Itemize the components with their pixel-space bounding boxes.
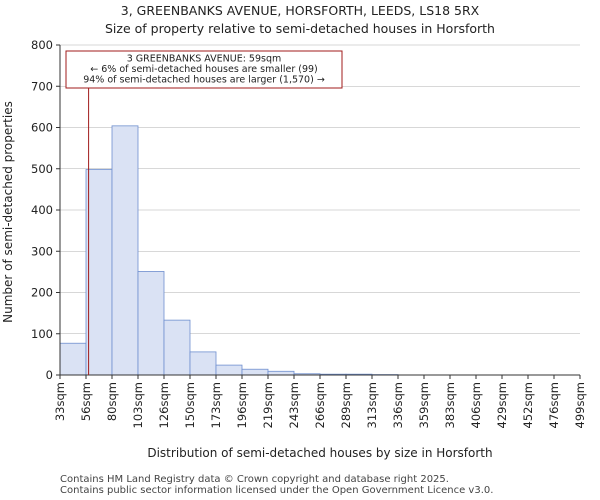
y-tick-label: 0 bbox=[46, 368, 53, 382]
annotation-line-2: ← 6% of semi-detached houses are smaller… bbox=[90, 64, 318, 75]
x-tick-label: 289sqm bbox=[339, 382, 353, 428]
footer-licence: Contains public sector information licen… bbox=[60, 485, 494, 496]
annotation-box: 3 GREENBANKS AVENUE: 59sqm ← 6% of semi-… bbox=[65, 50, 343, 89]
y-axis-label: Number of semi-detached properties bbox=[1, 101, 15, 323]
x-tick-label: 80sqm bbox=[105, 382, 119, 421]
y-tick-label: 100 bbox=[31, 327, 53, 341]
x-tick-label: 406sqm bbox=[469, 382, 483, 428]
y-tick-label: 600 bbox=[31, 121, 53, 135]
histogram-bar bbox=[163, 319, 191, 376]
y-tick-label: 700 bbox=[31, 79, 53, 93]
x-axis-label: Distribution of semi-detached houses by … bbox=[147, 446, 492, 460]
x-tick-label: 173sqm bbox=[209, 382, 223, 428]
y-tick-label: 200 bbox=[31, 286, 53, 300]
x-tick-label: 150sqm bbox=[183, 382, 197, 428]
x-tick-label: 313sqm bbox=[365, 382, 379, 428]
x-tick-label: 56sqm bbox=[79, 382, 93, 421]
histogram-bar bbox=[241, 368, 269, 376]
chart-subtitle: Size of property relative to semi-detach… bbox=[105, 21, 495, 36]
x-tick-label: 266sqm bbox=[313, 382, 327, 428]
y-tick-label: 800 bbox=[31, 38, 53, 52]
histogram-bar bbox=[267, 370, 295, 376]
footer-copyright: Contains HM Land Registry data © Crown c… bbox=[60, 474, 449, 485]
histogram-bar bbox=[189, 351, 217, 376]
annotation-line-3: 94% of semi-detached houses are larger (… bbox=[83, 75, 325, 86]
x-tick-label: 243sqm bbox=[287, 382, 301, 428]
y-tick-label: 400 bbox=[31, 203, 53, 217]
histogram-bar bbox=[59, 342, 87, 376]
histogram-bar bbox=[137, 271, 165, 376]
histogram-bar bbox=[85, 169, 113, 376]
x-tick-label: 429sqm bbox=[495, 382, 509, 428]
histogram-bar bbox=[111, 125, 139, 376]
x-tick-label: 452sqm bbox=[521, 382, 535, 428]
x-tick-label: 499sqm bbox=[573, 382, 587, 428]
x-tick-label: 126sqm bbox=[157, 382, 171, 428]
x-tick-label: 359sqm bbox=[417, 382, 431, 428]
histogram-bar bbox=[215, 364, 243, 376]
x-tick-label: 219sqm bbox=[261, 382, 275, 428]
x-tick-label: 33sqm bbox=[53, 382, 67, 421]
x-tick-label: 476sqm bbox=[547, 382, 561, 428]
annotation-line-1: 3 GREENBANKS AVENUE: 59sqm bbox=[127, 54, 282, 65]
y-tick-label: 500 bbox=[31, 162, 53, 176]
x-tick-label: 336sqm bbox=[391, 382, 405, 428]
chart-title: 3, GREENBANKS AVENUE, HORSFORTH, LEEDS, … bbox=[120, 3, 480, 18]
x-tick-label: 383sqm bbox=[443, 382, 457, 428]
x-tick-label: 103sqm bbox=[131, 382, 145, 428]
x-tick-label: 196sqm bbox=[235, 382, 249, 428]
y-tick-label: 300 bbox=[31, 244, 53, 258]
